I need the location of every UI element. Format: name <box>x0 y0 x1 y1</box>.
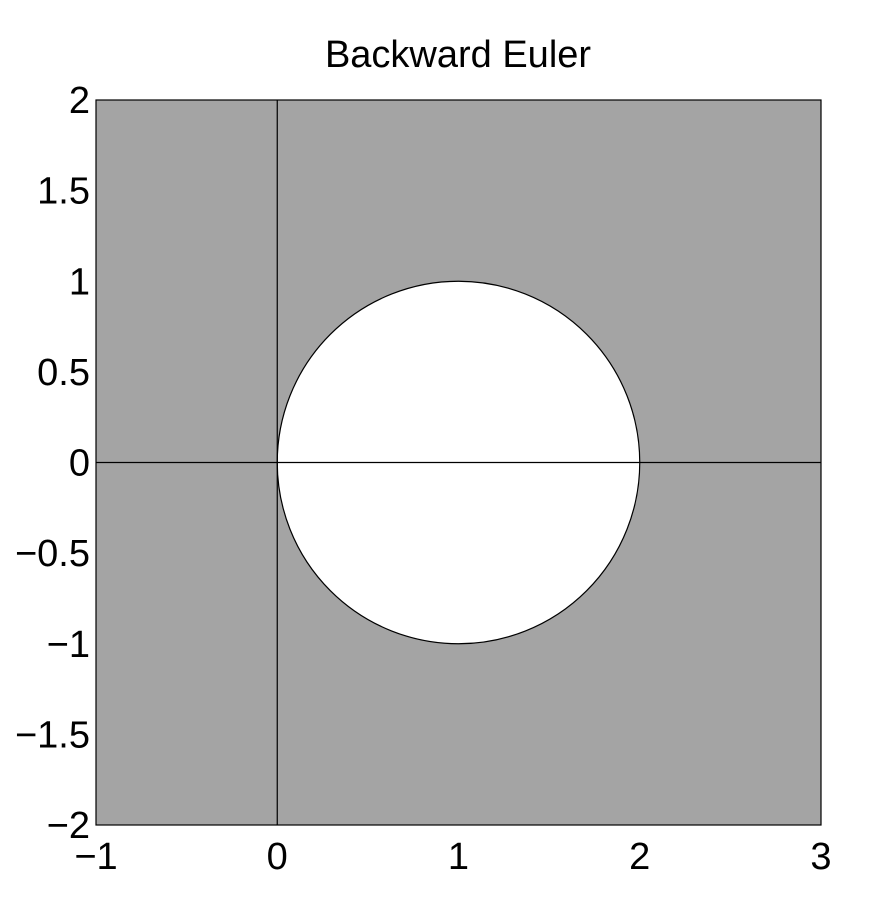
x-tick-label: 2 <box>629 836 650 878</box>
y-tick-label: 1.5 <box>37 171 90 213</box>
plot-area <box>95 99 822 826</box>
y-axis-ticks: 2 1.5 1 0.5 0 −0.5 −1 −1.5 −2 <box>15 80 90 847</box>
plot-frame <box>95 99 822 826</box>
chart-title: Backward Euler <box>325 34 591 76</box>
y-tick-label: 0.5 <box>37 352 90 394</box>
y-tick-label: 1 <box>69 261 90 303</box>
x-tick-label: 1 <box>448 836 469 878</box>
x-tick-label: 0 <box>267 836 288 878</box>
y-tick-label: −1.5 <box>15 714 90 756</box>
y-tick-label: −1 <box>47 624 90 666</box>
x-tick-label: 3 <box>810 836 831 878</box>
x-axis-ticks: −1 0 1 2 3 <box>74 836 831 878</box>
y-tick-label: 0 <box>69 443 90 485</box>
x-tick-label: −1 <box>74 836 117 878</box>
y-tick-label: 2 <box>69 80 90 122</box>
y-tick-label: −0.5 <box>15 533 90 575</box>
y-tick-label: −2 <box>47 805 90 847</box>
